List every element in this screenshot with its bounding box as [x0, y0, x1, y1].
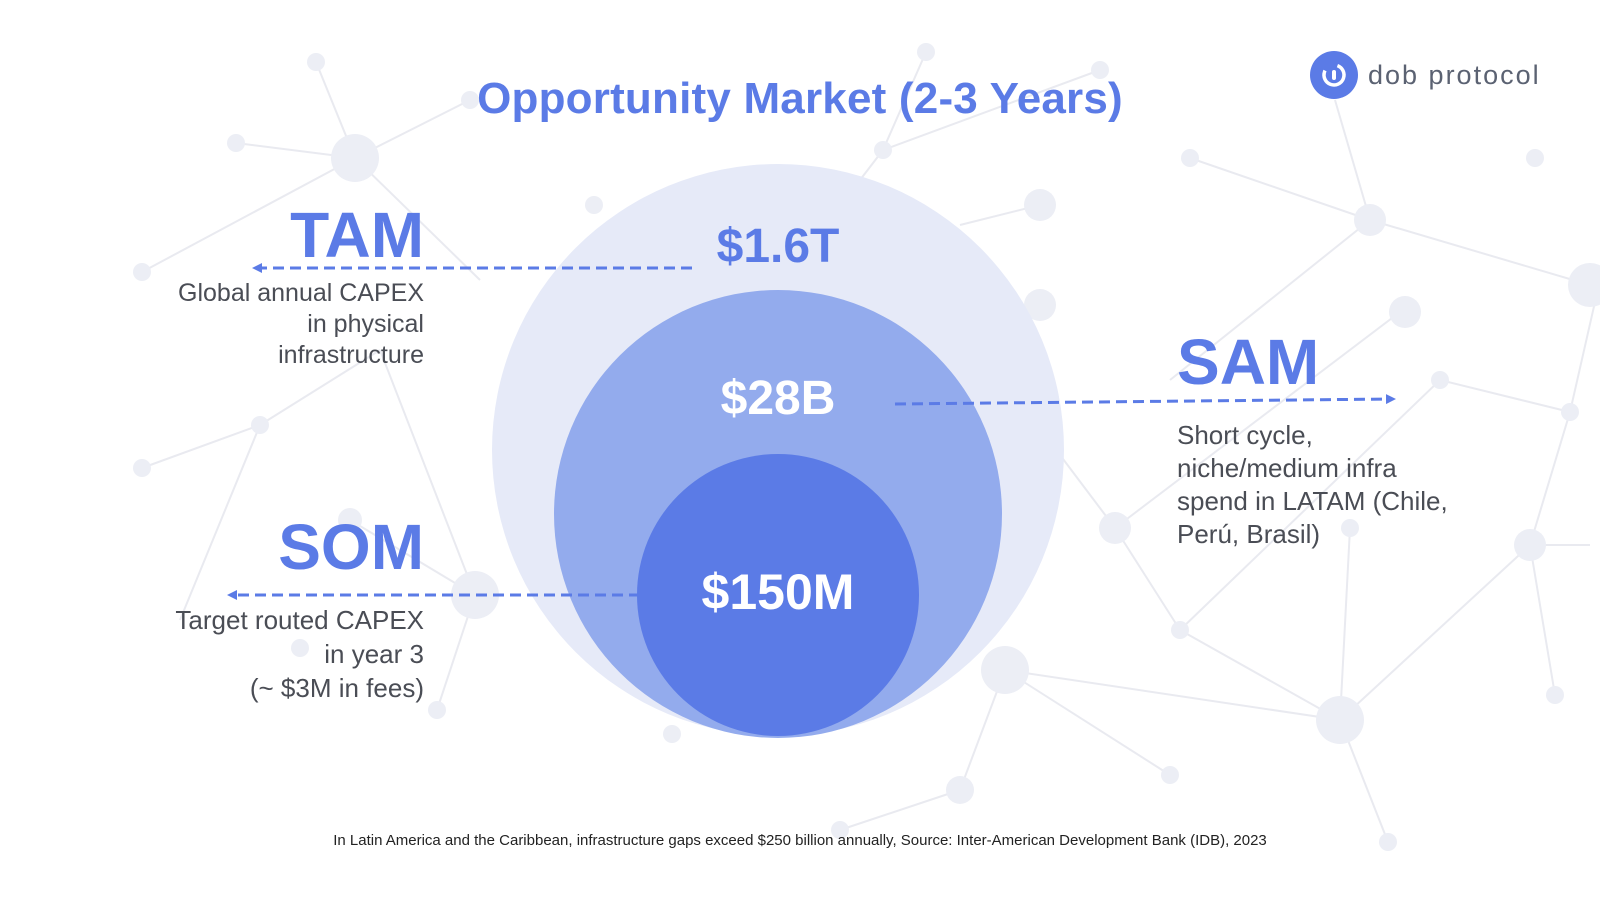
som-description-line: Target routed CAPEX: [175, 605, 424, 635]
som-circle: [637, 454, 919, 736]
brand-name: dob protocol: [1368, 59, 1541, 90]
sam-arrow: [894, 394, 1396, 406]
som-value: $150M: [701, 564, 855, 620]
page-title: Opportunity Market (2-3 Years): [477, 74, 1123, 123]
dob-logo-icon: [1310, 51, 1358, 99]
tam-description-line: infrastructure: [278, 341, 424, 369]
source-footnote: In Latin America and the Caribbean, infr…: [333, 832, 1267, 849]
tam-value: $1.6T: [716, 220, 840, 273]
brand-logo: dob protocol: [1310, 51, 1541, 99]
som-label: SOM: [278, 511, 424, 583]
tam-description-line: Global annual CAPEX: [178, 279, 424, 307]
sam-description-line: Short cycle,: [1177, 420, 1313, 450]
sam-label: SAM: [1177, 326, 1320, 398]
som-description-line: in year 3: [324, 639, 424, 669]
som-description-line: (~ $3M in fees): [249, 673, 424, 703]
sam-description-line: niche/medium infra: [1177, 453, 1397, 483]
som-description: Target routed CAPEX in year 3 (~ $3M in …: [104, 603, 424, 705]
sam-description-line: Perú, Brasil): [1177, 519, 1321, 549]
sam-description-line: spend in LATAM (Chile,: [1177, 486, 1448, 516]
sam-value: $28B: [720, 372, 836, 425]
tam-description-line: in physical: [307, 310, 424, 338]
tam-label: TAM: [290, 199, 424, 271]
sam-description: Short cycle, niche/medium infra spend in…: [1177, 419, 1507, 551]
tam-description: Global annual CAPEX in physical infrastr…: [124, 278, 424, 371]
